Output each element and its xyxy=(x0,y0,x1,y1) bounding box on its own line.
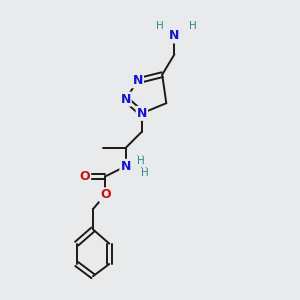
Text: H: H xyxy=(136,155,144,165)
Text: N: N xyxy=(137,107,147,120)
Text: H: H xyxy=(189,21,196,31)
Text: N: N xyxy=(133,74,143,87)
Text: H: H xyxy=(156,21,164,31)
Text: N: N xyxy=(169,29,180,43)
Text: H: H xyxy=(140,167,148,177)
Text: O: O xyxy=(80,170,90,183)
Text: N: N xyxy=(120,93,131,106)
Text: H: H xyxy=(141,168,149,178)
Text: N: N xyxy=(120,160,131,173)
Text: H: H xyxy=(137,156,145,166)
Text: O: O xyxy=(100,188,110,201)
